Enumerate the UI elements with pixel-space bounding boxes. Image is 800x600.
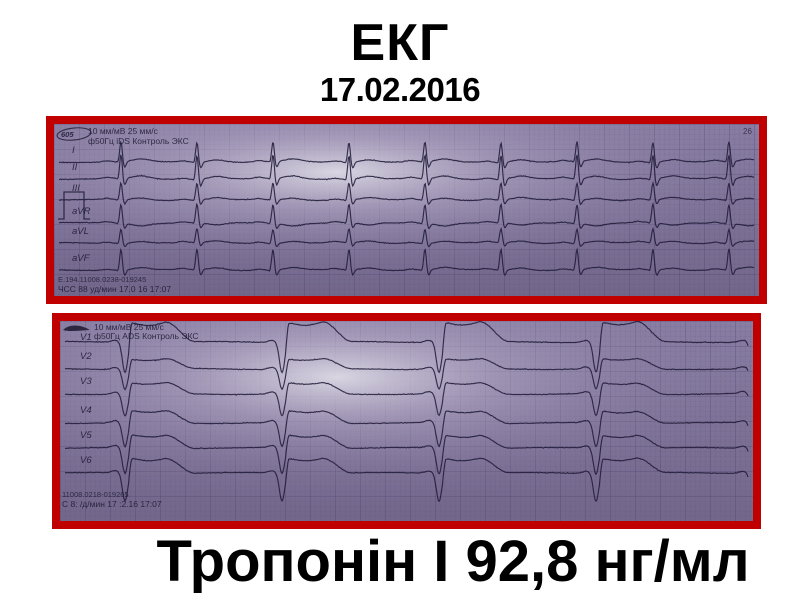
svg-text:10 мм/мВ 25 мм/с: 10 мм/мВ 25 мм/с bbox=[88, 126, 159, 136]
svg-text:I: I bbox=[72, 145, 75, 156]
svg-text:aVF: aVF bbox=[72, 253, 91, 264]
svg-text:V5: V5 bbox=[80, 430, 92, 441]
svg-text:aVR: aVR bbox=[72, 206, 91, 217]
svg-text:V1: V1 bbox=[80, 332, 92, 343]
svg-text:11008.0218-019265: 11008.0218-019265 bbox=[62, 490, 129, 499]
svg-text:26: 26 bbox=[743, 127, 752, 136]
svg-text:V6: V6 bbox=[80, 455, 92, 466]
svg-text:aVL: aVL bbox=[72, 226, 89, 237]
svg-text:V4: V4 bbox=[80, 405, 92, 416]
svg-text:605: 605 bbox=[61, 130, 74, 139]
svg-text:C 8: /д/мин 17 :2.16: C 8: /д/мин 17 :2.16 17:07 bbox=[62, 499, 162, 509]
svg-text:ф50Гц iDS Контроль ЭКС: ф50Гц iDS Контроль ЭКС bbox=[88, 136, 189, 146]
svg-text:ЧСС 88 уд/мин 17.0: ЧСС 88 уд/мин 17.0 16 17:07 bbox=[58, 284, 171, 294]
svg-text:V3: V3 bbox=[80, 376, 92, 387]
svg-text:ф50Гц ADS Контроль: ф50Гц ADS Контроль ЭКС bbox=[94, 331, 199, 341]
svg-text:V2: V2 bbox=[80, 351, 92, 362]
svg-text:II: II bbox=[72, 162, 78, 173]
svg-text:E.194.11008.0238-019245: E.194.11008.0238-019245 bbox=[58, 275, 146, 284]
